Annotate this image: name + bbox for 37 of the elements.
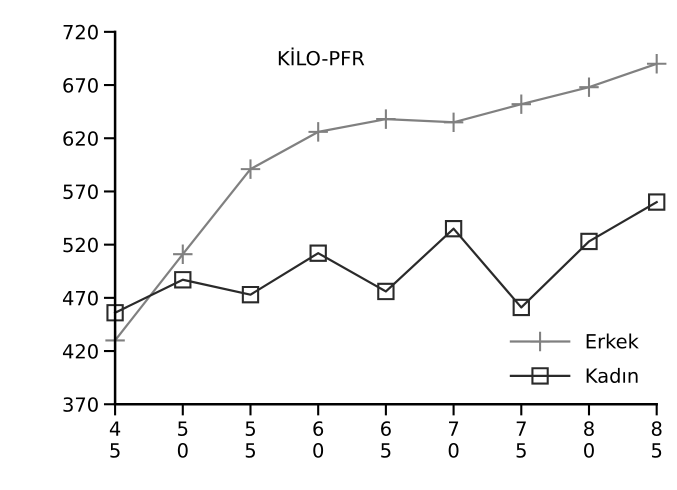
point xyxy=(242,286,260,304)
x-tick-label: 7 5 xyxy=(516,422,526,458)
x-tick-label: 5 0 xyxy=(178,422,188,458)
point xyxy=(174,271,192,288)
point xyxy=(648,193,666,211)
legend-label: Erkek xyxy=(586,334,639,349)
point xyxy=(510,93,532,115)
point xyxy=(444,220,462,238)
point xyxy=(375,108,397,130)
y-tick-label: 470 xyxy=(62,290,98,306)
point xyxy=(307,121,329,143)
legend-label: Kadın xyxy=(586,368,638,383)
x-tick-label: 5 5 xyxy=(246,422,255,458)
y-tick-label: 720 xyxy=(64,24,98,40)
point xyxy=(377,282,395,300)
y-tick-label: 570 xyxy=(64,184,98,200)
point xyxy=(580,232,598,250)
x-tick-label: 8 0 xyxy=(584,421,594,458)
x-tick-label: 4 5 xyxy=(110,422,120,458)
x-tick-label: 6 0 xyxy=(313,421,324,458)
y-tick-label: 520 xyxy=(64,238,98,252)
point xyxy=(310,244,327,262)
y-tick-label: 620 xyxy=(63,131,98,146)
point xyxy=(646,53,668,75)
y-tick-label: 370 xyxy=(63,397,98,412)
point xyxy=(442,112,464,134)
point xyxy=(512,298,530,316)
point xyxy=(106,304,124,322)
x-tick-label: 6 5 xyxy=(381,421,391,458)
x-tick-label: 7 0 xyxy=(448,422,458,458)
y-tick-label: 420 xyxy=(62,344,98,359)
point xyxy=(240,158,262,180)
y-tick-label: 670 xyxy=(63,78,98,93)
point xyxy=(578,76,600,98)
point xyxy=(172,243,194,265)
text: KİLO-PFR xyxy=(278,48,364,66)
x-tick-label: 8 5 xyxy=(652,421,662,458)
